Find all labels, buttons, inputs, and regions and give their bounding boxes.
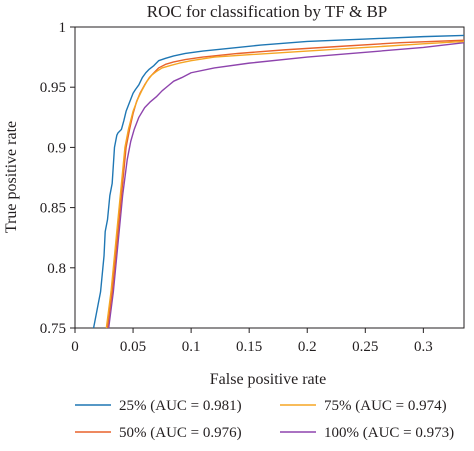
y-tick-label: 1 <box>59 20 67 36</box>
y-axis-ticks: 0.75 0.8 0.85 0.9 0.95 1 <box>40 20 75 337</box>
x-tick-label: 0.05 <box>120 339 146 355</box>
y-tick-label: 0.8 <box>47 261 66 277</box>
y-axis-label: True positive rate <box>3 121 20 233</box>
chart-title: ROC for classification by TF & BP <box>147 2 388 21</box>
x-tick-label: 0 <box>71 339 79 355</box>
legend-label-0: 25% (AUC = 0.981) <box>119 398 242 414</box>
x-tick-label: 0.15 <box>236 339 262 355</box>
legend-label-2: 50% (AUC = 0.976) <box>119 425 242 441</box>
x-tick-label: 0.25 <box>352 339 378 355</box>
x-axis-ticks: 0 0.05 0.1 0.15 0.2 0.25 0.3 <box>71 328 433 355</box>
series-line-1 <box>105 40 465 329</box>
y-tick-label: 0.9 <box>47 140 66 156</box>
y-tick-label: 0.85 <box>40 201 66 217</box>
legend: 25% (AUC = 0.981) 75% (AUC = 0.974) 50% (A… <box>75 398 454 441</box>
series-line-0 <box>92 34 465 329</box>
plot-frame <box>74 26 465 329</box>
x-tick-label: 0.3 <box>414 339 433 355</box>
x-tick-label: 0.1 <box>182 339 201 355</box>
legend-label-3: 100% (AUC = 0.973) <box>324 425 454 441</box>
y-tick-label: 0.95 <box>40 80 66 96</box>
series-line-2 <box>106 39 465 329</box>
series-line-3 <box>107 41 465 329</box>
x-axis-label: False positive rate <box>210 371 326 388</box>
y-tick-label: 0.75 <box>40 321 66 337</box>
series-lines <box>92 34 465 329</box>
legend-label-1: 75% (AUC = 0.974) <box>324 398 447 414</box>
x-tick-label: 0.2 <box>298 339 317 355</box>
